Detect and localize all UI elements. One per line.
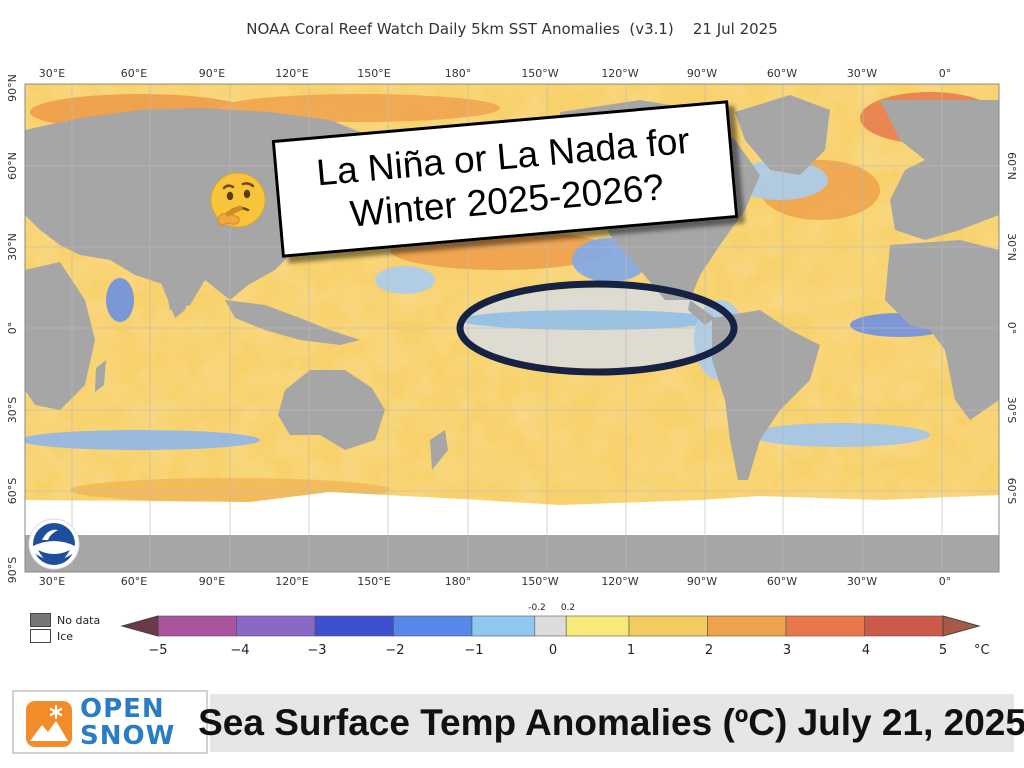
legend-keys: No data Ice [30, 611, 140, 645]
lon-label: 150°W [521, 575, 558, 588]
scale-tick: 5 [939, 643, 947, 658]
lon-label: 150°E [357, 575, 390, 588]
no-data-key: No data [30, 613, 100, 627]
lat-label: 60°S [1005, 478, 1018, 504]
scale-segment [707, 615, 787, 637]
scale-segment [864, 615, 944, 637]
lon-label: 180° [445, 575, 472, 588]
lat-label: 30°S [6, 397, 19, 423]
lon-label: 180° [445, 67, 472, 80]
brand-wordmark: OPEN SNOW [80, 696, 204, 750]
left-latitude-labels: 90°N 60°N 30°N 0° 30°S 60°S 90°S [6, 74, 19, 583]
graticule [25, 84, 999, 572]
color-scale: -0.2 0.2 −5 −4 −3 −2 −1 0 1 2 3 4 5 °C [118, 600, 998, 662]
lon-label: 0° [939, 575, 952, 588]
right-latitude-labels: 60°N 30°N 0° 30°S 60°S [1005, 152, 1018, 504]
lon-label: 150°W [521, 67, 558, 80]
small-tick: -0.2 [528, 603, 546, 613]
scale-tick: −3 [307, 643, 326, 658]
lon-label: 30°W [847, 67, 877, 80]
scale-tick: 1 [627, 643, 635, 658]
sst-anomaly-map: 30°E 60°E 90°E 120°E 150°E 180° 150°W 12… [6, 67, 1018, 588]
ice-label: Ice [57, 629, 74, 643]
scale-segment [236, 615, 316, 637]
sea-ice-south [25, 492, 999, 540]
scale-tick: −2 [385, 643, 404, 658]
lat-label: 90°N [6, 74, 19, 102]
scale-segment [393, 615, 473, 637]
lon-label: 150°E [357, 67, 390, 80]
color-scale-ticks: −5 −4 −3 −2 −1 0 1 2 3 4 5 [148, 643, 947, 658]
color-scale-svg: -0.2 0.2 −5 −4 −3 −2 −1 0 1 2 3 4 5 °C [120, 603, 990, 658]
lon-label: 120°W [601, 67, 638, 80]
bottom-longitude-labels: 30°E 60°E 90°E 120°E 150°E 180° 150°W 12… [39, 575, 951, 588]
lon-label: 60°W [767, 575, 797, 588]
map-title: NOAA Coral Reef Watch Daily 5km SST Anom… [246, 20, 778, 38]
lon-label: 90°E [199, 67, 225, 80]
scale-segment [534, 615, 567, 637]
lat-label: 30°N [6, 233, 19, 261]
scale-tick: 2 [705, 643, 713, 658]
scale-tick: 4 [862, 643, 870, 658]
scale-tick: 0 [549, 643, 557, 658]
lon-label: 120°E [275, 575, 308, 588]
lon-label: 60°W [767, 67, 797, 80]
lat-label: 0° [6, 322, 19, 335]
lon-label: 30°E [39, 67, 65, 80]
scale-min-arrow [120, 615, 159, 637]
color-scale-segments [120, 615, 981, 637]
lon-label: 60°E [121, 67, 147, 80]
lon-label: 60°E [121, 575, 147, 588]
lon-label: 90°W [687, 575, 717, 588]
lat-label: 90°S [6, 557, 19, 583]
map-frame [24, 83, 1000, 573]
scale-segment [565, 615, 630, 637]
color-scale-small-ticks: -0.2 0.2 [528, 603, 575, 613]
nino-region-ring [456, 280, 738, 376]
ice-key: Ice [30, 629, 73, 643]
scale-tick: 3 [783, 643, 791, 658]
lat-label: 60°N [6, 152, 19, 180]
footer-headline: Sea Surface Temp Anomalies (ºC) July 21,… [198, 694, 1024, 752]
thinking-face-icon [210, 172, 266, 228]
no-data-swatch [30, 613, 51, 627]
lon-label: 30°E [39, 575, 65, 588]
lat-label: 30°S [1005, 397, 1018, 423]
lon-label: 120°W [601, 575, 638, 588]
map-canvas [25, 84, 999, 572]
footer-banner: OPEN SNOW Sea Surface Temp Anomalies (ºC… [10, 690, 1024, 756]
scale-tick: −4 [230, 643, 249, 658]
lon-label: 90°W [687, 67, 717, 80]
scale-segment [157, 615, 237, 637]
scale-tick: −1 [464, 643, 483, 658]
map-svg: 30°E 60°E 90°E 120°E 150°E 180° 150°W 12… [6, 67, 1018, 588]
callout-text: La Niña or La Nada for Winter 2025-2026? [315, 119, 696, 239]
top-longitude-labels: 30°E 60°E 90°E 120°E 150°E 180° 150°W 12… [39, 67, 951, 80]
scale-segment [785, 615, 865, 637]
ice-swatch [30, 629, 51, 643]
brand-line-2: SNOW [80, 721, 176, 751]
small-tick: 0.2 [561, 603, 575, 613]
noaa-logo-icon [28, 518, 80, 570]
lat-label: 60°N [1005, 152, 1018, 180]
lon-label: 30°W [847, 575, 877, 588]
lat-label: 0° [1005, 322, 1018, 335]
lon-label: 120°E [275, 67, 308, 80]
lon-label: 90°E [199, 575, 225, 588]
brand-line-1: OPEN [80, 694, 165, 724]
scale-segment [314, 615, 394, 637]
scale-segment [471, 615, 536, 637]
scale-segment [628, 615, 708, 637]
lat-label: 60°S [6, 478, 19, 504]
scale-max-arrow [942, 615, 981, 637]
antarctica-land [25, 535, 999, 572]
lon-label: 0° [939, 67, 952, 80]
opensnow-brand: OPEN SNOW [12, 690, 208, 754]
scale-tick: −5 [148, 643, 167, 658]
scale-unit: °C [974, 643, 990, 658]
no-data-label: No data [57, 613, 101, 627]
snowflake-mountain-icon [26, 701, 72, 747]
lat-label: 30°N [1005, 233, 1018, 261]
